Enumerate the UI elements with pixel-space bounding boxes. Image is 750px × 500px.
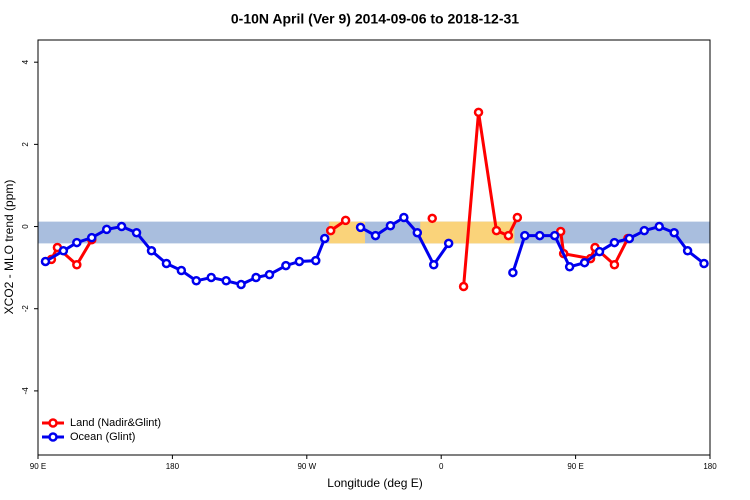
data-point <box>131 227 142 238</box>
data-point <box>206 272 216 283</box>
x-tick-label: 180 <box>166 462 180 471</box>
data-point <box>146 246 157 256</box>
data-point <box>281 260 291 271</box>
data-point <box>385 220 396 231</box>
y-axis-label: XCO2 - MLO trend (ppm) <box>2 180 16 315</box>
data-point <box>116 221 127 232</box>
data-point <box>699 258 709 269</box>
data-point <box>491 225 502 236</box>
data-point <box>87 232 97 243</box>
data-point <box>58 246 69 256</box>
data-point <box>325 225 336 236</box>
data-point <box>443 238 454 249</box>
data-point <box>473 107 484 118</box>
y-tick-label: 0 <box>21 224 30 229</box>
y-tick-label: 2 <box>21 142 30 147</box>
y-tick-label: -2 <box>21 305 30 313</box>
legend-label: Land (Nadir&Glint) <box>70 417 161 429</box>
data-point <box>340 215 351 226</box>
y-tick-label: 4 <box>21 59 30 64</box>
data-point <box>370 230 381 241</box>
legend-label: Ocean (Glint) <box>70 431 135 443</box>
data-point <box>191 276 202 286</box>
data-point <box>221 276 231 286</box>
data-point <box>311 255 321 266</box>
data-point <box>609 237 620 248</box>
data-point <box>72 237 82 248</box>
data-point <box>549 230 560 241</box>
data-point <box>72 260 82 270</box>
data-point <box>319 233 330 244</box>
data-point <box>654 221 664 232</box>
x-axis-label: Longitude (deg E) <box>327 476 422 490</box>
data-point <box>624 233 635 244</box>
chart-title: 0-10N April (Ver 9) 2014-09-06 to 2018-1… <box>231 11 519 27</box>
legend-marker <box>48 432 58 442</box>
data-point <box>555 226 566 237</box>
data-point <box>176 265 187 276</box>
data-point <box>101 224 112 235</box>
data-point <box>682 246 693 256</box>
x-tick-label: 90 E <box>30 462 46 471</box>
data-point <box>428 260 439 270</box>
data-point <box>535 230 545 241</box>
x-tick-label: 90 E <box>567 462 583 471</box>
legend: Land (Nadir&Glint) Ocean (Glint) <box>42 417 161 443</box>
data-point <box>251 272 261 283</box>
data-point <box>564 262 575 272</box>
data-point <box>236 279 246 290</box>
data-point <box>669 227 679 238</box>
plot-frame <box>37 39 711 456</box>
data-point <box>40 256 51 267</box>
data-point <box>294 256 305 267</box>
data-point <box>161 258 172 269</box>
series-line <box>50 112 630 287</box>
data-point <box>512 212 523 223</box>
data-point <box>639 225 650 236</box>
data-point <box>264 269 275 280</box>
data-point <box>520 230 530 241</box>
x-tick-label: 90 W <box>297 462 316 471</box>
data-point <box>355 222 366 233</box>
data-point <box>458 281 469 292</box>
x-tick-label: 0 <box>439 462 444 471</box>
legend-marker <box>48 418 58 428</box>
data-point <box>412 227 423 238</box>
data-point <box>579 257 590 268</box>
data-point <box>427 213 437 224</box>
data-point <box>503 230 514 241</box>
x-tick-label: 180 <box>703 462 717 471</box>
data-point <box>399 212 409 223</box>
data-point <box>609 260 620 270</box>
data-point <box>594 246 605 257</box>
data-point <box>508 267 518 278</box>
y-tick-label: -4 <box>21 387 30 395</box>
